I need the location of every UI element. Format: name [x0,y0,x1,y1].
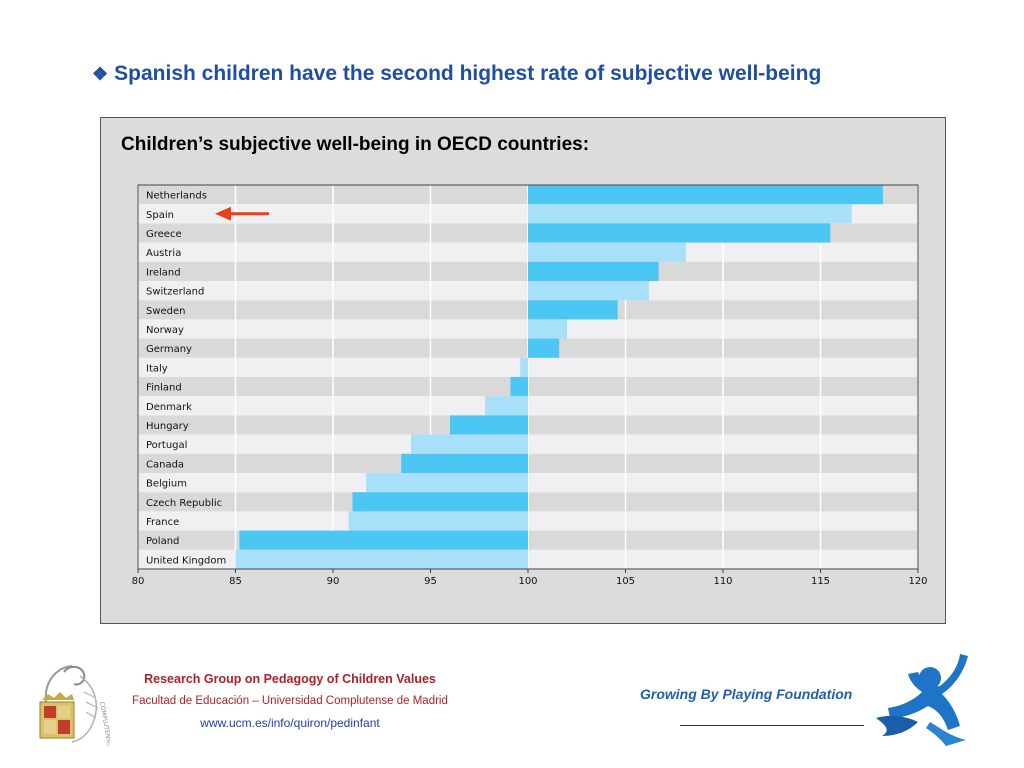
foundation-divider [680,725,864,726]
bar-finland [510,377,528,397]
category-label: Belgium [146,479,187,490]
website-link[interactable]: www.ucm.es/info/quiron/pedinfant [200,716,380,730]
x-tick-label: 95 [424,576,437,587]
category-label: Canada [146,459,184,470]
bar-czech-republic [352,492,528,512]
svg-text:COMPLUTENSIS: COMPLUTENSIS [98,701,110,746]
category-label: Finland [146,383,182,394]
x-tick-label: 110 [713,576,732,587]
category-label: Denmark [146,402,192,413]
research-group-info: Research Group on Pedagogy of Children V… [112,672,468,730]
bar-portugal [411,434,528,454]
highlight-arrow-icon [215,206,269,221]
bar-norway [528,319,567,339]
bar-netherlands [528,185,883,205]
bar-italy [520,357,528,377]
bar-hungary [450,415,528,435]
faculty-name: Facultad de Educación – Universidad Comp… [132,695,448,707]
bar-united-kingdom [235,549,528,569]
category-label: Sweden [146,306,186,317]
x-tick-label: 100 [518,576,537,587]
category-label: Portugal [146,440,187,451]
category-label: Czech Republic [146,498,222,509]
category-label: France [146,517,179,528]
category-label: Austria [146,248,181,259]
x-tick-label: 80 [132,576,145,587]
category-label: Netherlands [146,191,207,202]
chart-panel: Children’s subjective well-being in OECD… [100,117,946,624]
foundation-name: Growing By Playing Foundation [640,686,853,702]
category-label: Norway [146,325,184,336]
bar-sweden [528,300,618,320]
bar-belgium [366,473,528,493]
category-label: Greece [146,229,182,240]
headline-text: Spanish children have the second highest… [114,62,822,85]
bar-chart: Netherlands Spain Greece Austria Ireland Swit… [132,184,928,587]
category-label: Poland [146,536,179,547]
bar-france [348,511,528,531]
chart-title: Children’s subjective well-being in OECD… [121,134,590,155]
foundation-logo-figure-icon [876,654,968,746]
x-tick-label: 120 [908,576,927,587]
bar-switzerland [528,281,649,301]
bar-spain [528,204,852,224]
slide-headline: ❖ Spanish children have the second highes… [92,62,1012,86]
category-label: Switzerland [146,287,204,298]
x-tick-label: 85 [229,576,242,587]
bar-greece [528,223,831,243]
bar-poland [239,530,528,550]
category-label: Germany [146,344,192,355]
diamond-bullet-icon: ❖ [92,64,109,84]
category-label: Spain [146,210,174,221]
bar-ireland [528,261,659,281]
bar-austria [528,242,686,262]
bar-canada [401,453,528,473]
university-crest-logo: COMPLUTENSIS [39,665,110,746]
bar-germany [528,338,560,358]
category-label: Italy [146,363,168,374]
x-tick-label: 90 [327,576,340,587]
category-label: United Kingdom [146,555,226,566]
category-label: Ireland [146,267,181,278]
research-group-name: Research Group on Pedagogy of Children V… [144,672,436,686]
x-tick-label: 115 [811,576,830,587]
x-tick-label: 105 [616,576,635,587]
bar-denmark [485,396,528,416]
category-label: Hungary [146,421,189,432]
